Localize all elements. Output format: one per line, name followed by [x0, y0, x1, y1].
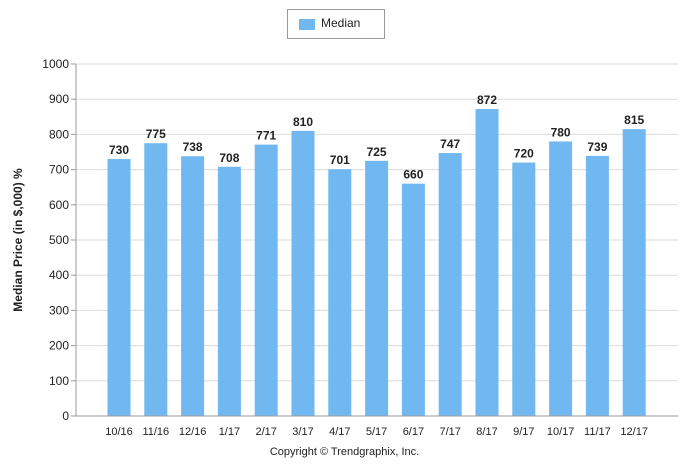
- data-label: 815: [624, 113, 644, 127]
- data-label: 872: [477, 93, 497, 107]
- legend: Median: [287, 9, 385, 39]
- data-label: 738: [183, 140, 203, 154]
- legend-swatch: [299, 19, 315, 30]
- copyright-text: Copyright © Trendgraphix, Inc.: [269, 446, 420, 458]
- data-label: 701: [330, 153, 350, 167]
- bar: [144, 143, 168, 416]
- x-tick-label: 7/17: [439, 426, 460, 438]
- bar: [585, 155, 609, 416]
- bar: [328, 169, 352, 416]
- x-tick-label: 9/17: [513, 426, 534, 438]
- y-axis-label: Median Price (in $,000) %: [11, 168, 25, 312]
- bar: [107, 159, 131, 417]
- x-tick-label: 12/17: [620, 426, 648, 438]
- y-tick-label: 900: [49, 92, 69, 106]
- x-tick-label: 6/17: [403, 426, 424, 438]
- bar: [254, 144, 278, 416]
- y-tick-label: 0: [62, 409, 69, 423]
- labels-layer: 0 100 200 300 400 500 600 700 800 900 1000 730 10/16…: [42, 57, 648, 438]
- y-tick-label: 200: [49, 339, 69, 353]
- data-label: 810: [293, 115, 313, 129]
- bar: [549, 141, 573, 416]
- bar: [512, 162, 536, 416]
- data-label: 775: [146, 127, 166, 141]
- y-tick-label: 1000: [42, 57, 69, 71]
- axis-layer: [71, 63, 678, 417]
- data-label: 771: [256, 129, 276, 143]
- y-tick-label: 500: [49, 233, 69, 247]
- x-tick-label: 12/16: [179, 426, 207, 438]
- x-tick-label: 2/17: [255, 426, 276, 438]
- data-label: 660: [403, 168, 423, 182]
- bar: [622, 129, 646, 416]
- data-label: 739: [587, 140, 607, 154]
- bar: [401, 183, 425, 416]
- data-label: 708: [219, 151, 239, 165]
- x-tick-label: 5/17: [366, 426, 387, 438]
- x-tick-label: 1/17: [219, 426, 240, 438]
- bar: [438, 153, 462, 416]
- y-tick-label: 300: [49, 303, 69, 317]
- y-tick-label: 100: [49, 374, 69, 388]
- x-tick-label: 8/17: [476, 426, 497, 438]
- x-tick-label: 10/16: [105, 426, 133, 438]
- bars-layer: [107, 109, 646, 417]
- y-tick-label: 600: [49, 198, 69, 212]
- data-label: 780: [551, 125, 571, 139]
- bar: [181, 156, 205, 416]
- x-tick-label: 11/17: [584, 426, 611, 438]
- y-tick-label: 800: [49, 127, 69, 141]
- x-tick-label: 10/17: [547, 426, 575, 438]
- bar: [217, 166, 241, 416]
- x-tick-label: 11/16: [142, 426, 169, 438]
- data-label: 725: [367, 145, 387, 159]
- bar: [291, 130, 315, 416]
- legend-label: Median: [321, 16, 361, 30]
- x-tick-label: 4/17: [329, 426, 350, 438]
- data-label: 747: [440, 137, 460, 151]
- data-label: 720: [514, 147, 534, 161]
- y-tick-label: 700: [49, 163, 69, 177]
- y-tick-label: 400: [49, 268, 69, 282]
- x-tick-label: 3/17: [292, 426, 313, 438]
- data-label: 730: [109, 143, 129, 157]
- bar: [475, 109, 499, 416]
- bar: [365, 160, 389, 416]
